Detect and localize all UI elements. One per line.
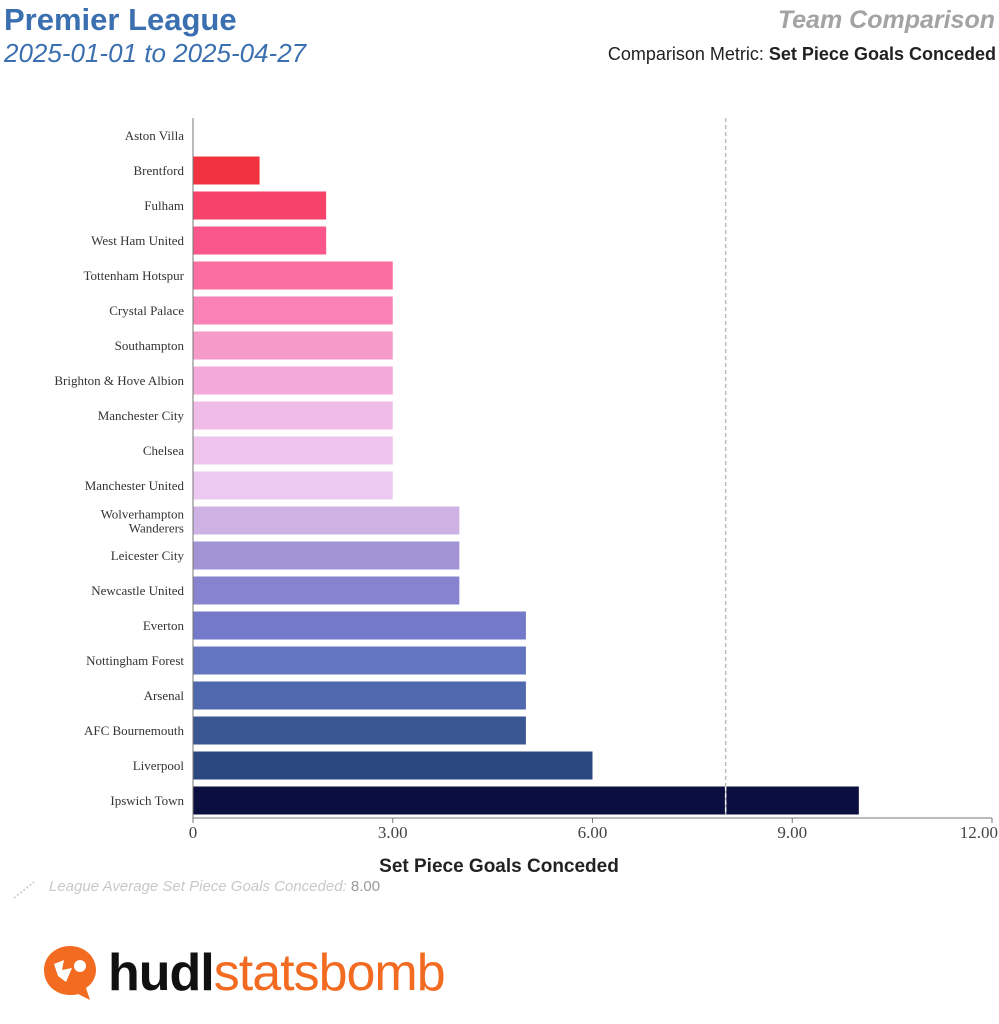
chart-subtitle: 2025-01-01 to 2025-04-27 (4, 38, 307, 68)
category-label: AFC Bournemouth (84, 723, 185, 738)
category-label: Leicester City (111, 548, 185, 563)
comparison-title: Team Comparison (777, 6, 995, 34)
category-label: Tottenham Hotspur (83, 268, 184, 283)
statsbomb-logo-icon (44, 946, 96, 1000)
bar (193, 576, 460, 605)
x-tick-label: 9.00 (777, 823, 807, 842)
category-label: Aston Villa (125, 128, 185, 143)
category-label: Liverpool (133, 758, 185, 773)
category-label: Southampton (115, 338, 185, 353)
bar (193, 366, 393, 395)
category-label: Arsenal (144, 688, 185, 703)
category-label: Brentford (133, 163, 184, 178)
logo-text-statsbomb: statsbomb (213, 944, 446, 1002)
x-tick-label: 12.00 (960, 823, 998, 842)
bar (193, 401, 393, 430)
league-average-value: 8.00 (350, 878, 381, 895)
bar (193, 681, 526, 710)
x-tick-label: 6.00 (578, 823, 608, 842)
bar (193, 296, 393, 325)
x-tick-label: 0 (189, 823, 198, 842)
category-label: Brighton & Hove Albion (54, 373, 184, 388)
bar (193, 436, 393, 465)
category-label: Everton (143, 618, 185, 633)
logo-text-hudl: hudl (108, 944, 215, 1002)
bar (193, 716, 526, 745)
average-line-icon (13, 881, 35, 899)
metric-name: Set Piece Goals Conceded (768, 44, 996, 64)
bar (193, 541, 460, 570)
category-label: Nottingham Forest (86, 653, 184, 668)
category-label: West Ham United (91, 233, 184, 248)
x-axis-title: Set Piece Goals Conceded (379, 856, 619, 877)
bar (193, 506, 460, 535)
category-label: Chelsea (143, 443, 184, 458)
bar (193, 471, 393, 500)
comparison-metric: Comparison Metric: Set Piece Goals Conce… (608, 44, 996, 65)
bar (193, 331, 393, 360)
league-average-note: League Average Set Piece Goals Conceded:… (49, 878, 380, 895)
league-average-label: League Average Set Piece Goals Conceded: (49, 878, 347, 895)
chart-title: Premier League (4, 2, 237, 37)
bar (193, 751, 593, 780)
category-label: Crystal Palace (109, 303, 184, 318)
bar (193, 226, 327, 255)
category-label: Fulham (144, 198, 184, 213)
category-label: Ipswich Town (110, 793, 184, 808)
category-label: Newcastle United (91, 583, 184, 598)
hudl-statsbomb-logo: hudl statsbomb (40, 942, 446, 1004)
category-label: Manchester United (85, 478, 185, 493)
x-tick-label: 3.00 (378, 823, 408, 842)
bar (193, 261, 393, 290)
bar (193, 156, 260, 185)
bar-chart: Aston Villa Brentford Fulham West Ham Unite… (54, 118, 998, 842)
category-label: Wolverhampton Wanderers (101, 507, 185, 536)
category-label: Manchester City (98, 408, 185, 423)
bar (193, 646, 526, 675)
metric-prefix: Comparison Metric: (607, 44, 764, 64)
bar (193, 191, 327, 220)
bar (193, 611, 526, 640)
bar (193, 786, 859, 815)
